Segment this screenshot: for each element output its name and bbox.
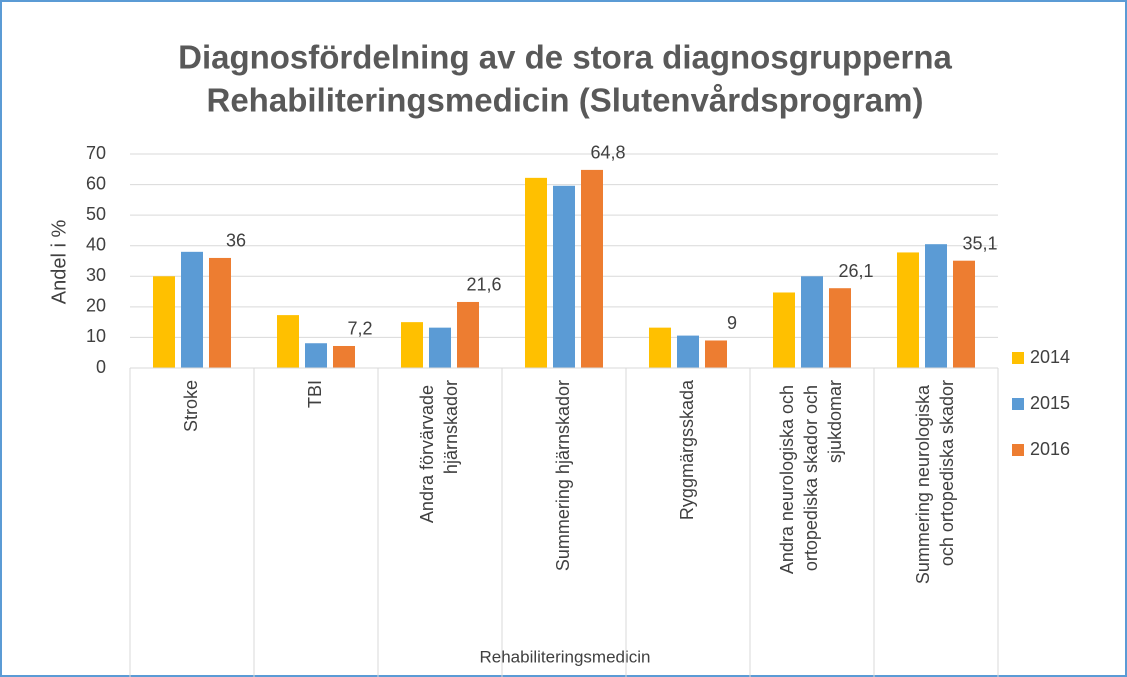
y-tick-label: 0 (96, 357, 106, 377)
legend-swatch (1012, 444, 1024, 456)
y-tick-label: 20 (86, 296, 106, 316)
x-tick-label: TBI (305, 380, 325, 408)
bar (153, 276, 175, 368)
y-tick-label: 70 (86, 143, 106, 163)
data-label: 64,8 (590, 143, 625, 163)
data-label: 26,1 (838, 261, 873, 281)
x-tick-label: Stroke (181, 380, 201, 432)
data-label: 36 (226, 231, 246, 251)
x-tick-label: Andra neurologiska och ortopediska skado… (777, 380, 845, 574)
bar (525, 177, 547, 368)
legend-label: 2016 (1030, 439, 1070, 459)
bar (457, 301, 479, 368)
bar (209, 257, 231, 368)
y-tick-label: 30 (86, 265, 106, 285)
bar (705, 340, 727, 368)
bar (581, 169, 603, 368)
bar (773, 292, 795, 368)
y-axis-title: Andel i % (48, 220, 70, 305)
chart-title: Diagnosfördelning av de stora diagnosgru… (178, 39, 952, 76)
data-label: 21,6 (466, 275, 501, 295)
bar (429, 327, 451, 368)
bar (925, 244, 947, 368)
x-tick-label: Summering hjärnskador (553, 380, 573, 571)
bar (333, 345, 355, 368)
bar (801, 276, 823, 368)
bar (677, 335, 699, 368)
y-tick-label: 60 (86, 173, 106, 193)
y-tick-label: 40 (86, 234, 106, 254)
bar (305, 343, 327, 368)
chart-title: Rehabiliteringsmedicin (Slutenvårdsprogr… (207, 82, 924, 119)
legend-label: 2014 (1030, 347, 1070, 367)
legend-swatch (1012, 352, 1024, 364)
bar (553, 185, 575, 368)
x-tick-label: Andra förvärvade hjärnskador (417, 380, 461, 523)
x-axis-title: Rehabiliteringsmedicin (479, 647, 650, 666)
x-tick-label: Ryggmärgsskada (677, 379, 697, 520)
bar (897, 252, 919, 368)
bar (829, 288, 851, 368)
bar (401, 322, 423, 368)
y-tick-label: 10 (86, 326, 106, 346)
bar (649, 327, 671, 368)
legend-swatch (1012, 398, 1024, 410)
data-label: 7,2 (347, 319, 372, 339)
bar (953, 260, 975, 368)
y-tick-label: 50 (86, 204, 106, 224)
legend-label: 2015 (1030, 393, 1070, 413)
bar (277, 315, 299, 368)
data-label: 9 (727, 313, 737, 333)
bar (181, 251, 203, 368)
data-label: 35,1 (962, 233, 997, 253)
x-tick-label: Summering neurologiska och ortopediska s… (913, 380, 957, 584)
